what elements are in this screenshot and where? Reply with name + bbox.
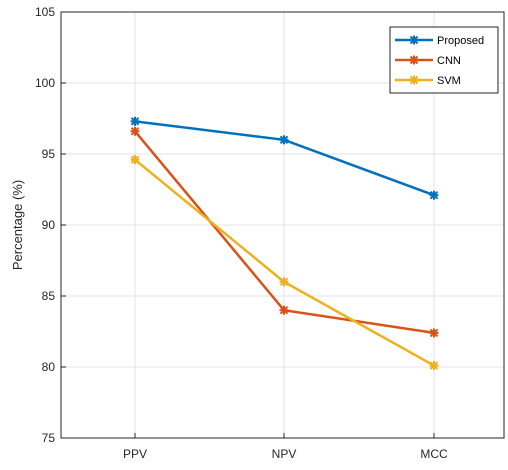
point-cnn	[279, 305, 289, 315]
marker-d2	[409, 55, 419, 65]
point-cnn	[130, 126, 140, 136]
point-svm	[130, 155, 140, 165]
marker-d2	[130, 127, 140, 136]
y-axis-label: Percentage (%)	[10, 180, 25, 270]
y-tick-label: 95	[42, 147, 56, 161]
y-tick-label: 80	[42, 360, 56, 374]
legend-label-proposed: Proposed	[437, 35, 484, 47]
legend-marker-svm	[409, 75, 419, 85]
marker-d2	[130, 117, 140, 126]
marker-d2	[429, 361, 439, 370]
legend-marker-cnn	[409, 55, 419, 65]
marker-d2	[429, 328, 439, 338]
y-tick-label: 85	[42, 289, 56, 303]
y-tick-label: 100	[35, 76, 55, 90]
legend-label-svm: SVM	[437, 75, 461, 87]
marker-d2	[409, 35, 419, 45]
legend-marker-proposed	[409, 35, 419, 45]
point-proposed	[130, 116, 140, 126]
x-axis: PPV NPV MCC	[123, 433, 448, 461]
legend-label-cnn: CNN	[437, 55, 461, 67]
y-tick-label: 90	[42, 218, 56, 232]
point-cnn	[429, 328, 439, 338]
point-svm	[429, 361, 439, 371]
series-group	[130, 116, 439, 371]
y-tick-label: 75	[42, 431, 56, 445]
x-tick-label: MCC	[420, 447, 448, 461]
point-svm	[279, 277, 289, 287]
marker-d2	[279, 305, 289, 315]
point-proposed	[429, 190, 439, 200]
marker-d2	[130, 155, 140, 164]
legend: Proposed CNN SVM	[389, 26, 499, 94]
marker-d2	[429, 190, 439, 200]
x-tick-label: PPV	[123, 447, 147, 461]
y-axis: 75 80 85 90 95 100 105	[35, 5, 66, 445]
x-tick-label: NPV	[272, 447, 297, 461]
y-tick-label: 105	[35, 5, 55, 19]
marker-d2	[279, 135, 289, 145]
marker-d2	[409, 75, 419, 85]
point-proposed	[279, 135, 289, 145]
marker-d2	[279, 277, 289, 287]
